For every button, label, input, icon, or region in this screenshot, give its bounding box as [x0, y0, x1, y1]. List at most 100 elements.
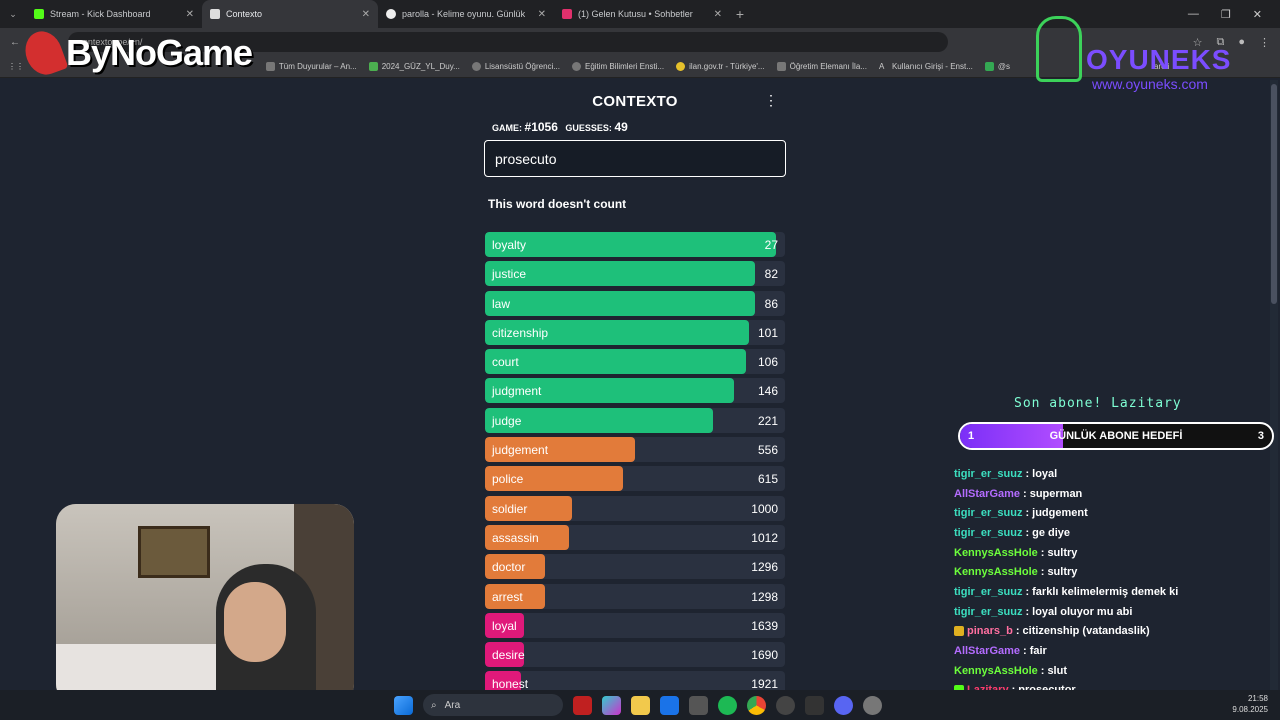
- discord-icon[interactable]: [834, 695, 853, 715]
- guess-similarity-bar: [485, 319, 749, 345]
- clock-date: 9.08.2025: [1232, 705, 1268, 714]
- chat-username[interactable]: KennysAssHole: [954, 664, 1038, 677]
- guess-rank: 1690: [751, 648, 778, 663]
- chat-message: tigir_er_suuz: judgement: [954, 503, 1274, 523]
- tab-title: Stream - Kick Dashboard: [50, 9, 151, 19]
- guesses-count: 49: [614, 120, 628, 134]
- taskbar-search[interactable]: ⌕ Ara: [423, 694, 563, 716]
- chat-separator: :: [1025, 585, 1030, 598]
- chat-username[interactable]: tigir_er_suuz: [954, 467, 1023, 480]
- game-stats: GAME: #1056 GUESSES: 49: [492, 120, 786, 134]
- toolbar-icons: ☆ ⧉ ● ⋮: [1193, 36, 1270, 49]
- chat-text: loyal oluyor mu abi: [1032, 605, 1133, 618]
- chat-username[interactable]: tigir_er_suuz: [954, 507, 1023, 520]
- window-controls: — ❐ ✕: [1188, 8, 1280, 21]
- scrollbar-thumb[interactable]: [1271, 84, 1277, 304]
- bookmarks-bar: ⋮⋮ Gm Tüm Duyurular – An... 2024_GÜZ_YL_…: [0, 56, 1280, 78]
- goal-current: 1: [968, 430, 975, 442]
- restore-icon[interactable]: ❐: [1220, 8, 1231, 21]
- windows-logo-icon[interactable]: [394, 695, 413, 715]
- guess-similarity-bar: [485, 378, 734, 404]
- chat-username[interactable]: AllStarGame: [954, 645, 1021, 658]
- chat-username[interactable]: tigir_er_suuz: [954, 526, 1023, 539]
- profile-icon[interactable]: ●: [1238, 35, 1245, 48]
- bookmark-item[interactable]: Eğitim Bilimleri Ensti...: [571, 62, 664, 71]
- guess-similarity-bar: [485, 232, 776, 257]
- back-icon[interactable]: ←: [10, 36, 20, 48]
- tab-instagram[interactable]: (1) Gelen Kutusu • Sohbetler ✕: [554, 0, 730, 28]
- menu-icon[interactable]: ⋮: [764, 92, 778, 108]
- goal-label: GÜNLÜK ABONE HEDEFİ: [1049, 430, 1183, 442]
- chat-username[interactable]: tigir_er_suuz: [954, 605, 1023, 618]
- extensions-icon[interactable]: ⧉: [1216, 35, 1225, 48]
- close-icon[interactable]: ✕: [713, 8, 722, 20]
- chat-separator: :: [1040, 566, 1045, 579]
- chat-feed: tigir_er_suuz: loyal AllStarGame: superman t…: [954, 464, 1274, 720]
- chat-username[interactable]: AllStarGame: [954, 487, 1021, 500]
- new-tab-button[interactable]: +: [735, 6, 745, 22]
- chat-message: KennysAssHole: sultry: [954, 562, 1274, 582]
- chat-username[interactable]: KennysAssHole: [954, 546, 1038, 559]
- guess-row: loyalty 27: [485, 232, 785, 257]
- guess-rank: 1921: [751, 677, 778, 692]
- tab-contexto[interactable]: Contexto ✕: [202, 0, 378, 28]
- tab-search-icon[interactable]: ⌄: [9, 8, 17, 19]
- chat-separator: :: [1025, 467, 1030, 480]
- tab-title: (1) Gelen Kutusu • Sohbetler: [578, 9, 693, 19]
- chat-text: slut: [1047, 664, 1067, 677]
- close-icon[interactable]: ✕: [361, 8, 370, 20]
- apps-icon[interactable]: ⋮⋮: [8, 62, 24, 71]
- bookmark-item[interactable]: ilan.gov.tr - Türkiye'...: [676, 62, 765, 71]
- app-red-icon[interactable]: [573, 695, 592, 715]
- bookmark-item[interactable]: A Kullanıcı Girişi - Enst...: [879, 62, 973, 71]
- close-window-icon[interactable]: ✕: [1252, 8, 1262, 21]
- tab-parolla[interactable]: parolla - Kelime oyunu. Günlük ✕: [378, 0, 554, 28]
- bookmark-label: @s: [997, 62, 1010, 71]
- bookmark-item[interactable]: Tüm Duyurular – An...: [265, 62, 357, 71]
- logo-text: ByNoGame: [66, 32, 253, 73]
- chat-separator: :: [1025, 605, 1030, 618]
- chat-username[interactable]: KennysAssHole: [954, 566, 1038, 579]
- minimize-icon[interactable]: —: [1187, 7, 1199, 20]
- contexto-icon: [210, 9, 220, 19]
- guess-row: arrest 1298: [485, 583, 785, 609]
- bookmark-item[interactable]: 2024_GÜZ_YL_Duy...: [368, 62, 460, 71]
- bookmark-item[interactable]: @s: [984, 62, 1010, 71]
- app-header: CONTEXTO ⋮: [484, 86, 786, 116]
- star-icon[interactable]: ☆: [1192, 36, 1203, 49]
- bookmark-item[interactable]: areti: [1154, 62, 1170, 71]
- outlook-icon[interactable]: [660, 695, 679, 715]
- oyuneks-mascot-icon: [1036, 16, 1082, 82]
- store-icon[interactable]: [689, 695, 708, 715]
- chat-text: judgement: [1032, 507, 1088, 520]
- epic-games-icon[interactable]: [805, 695, 824, 715]
- url-input[interactable]: contexto.me/en/: [68, 32, 949, 52]
- bookmark-item[interactable]: Öğretim Elemanı İla...: [776, 62, 867, 71]
- bookmark-item[interactable]: Lisansüstü Öğrenci...: [471, 62, 560, 71]
- guess-similarity-bar: [485, 642, 524, 668]
- chat-username[interactable]: pinars_b: [967, 625, 1013, 638]
- chat-separator: :: [1040, 664, 1045, 677]
- more-icon[interactable]: ⋮: [1259, 36, 1270, 49]
- tab-kick-dashboard[interactable]: Stream - Kick Dashboard ✕: [26, 0, 202, 28]
- status-message: This word doesn't count: [488, 197, 627, 211]
- guess-similarity-bar: [485, 349, 746, 375]
- close-icon[interactable]: ✕: [185, 8, 194, 20]
- system-clock[interactable]: 21:58 9.08.2025: [1232, 693, 1268, 715]
- game-number: #1056: [524, 120, 558, 134]
- app-alert-icon[interactable]: [863, 695, 882, 715]
- app-gear-icon[interactable]: [776, 695, 795, 715]
- guess-word: citizenship: [492, 325, 549, 340]
- chrome-icon[interactable]: [747, 695, 766, 715]
- copilot-icon[interactable]: [602, 695, 621, 715]
- spotify-icon[interactable]: [718, 695, 737, 715]
- guess-rank: 146: [757, 384, 778, 399]
- chat-username[interactable]: tigir_er_suuz: [954, 585, 1023, 598]
- bookmark-icon: [676, 62, 686, 71]
- guess-input[interactable]: [484, 140, 786, 177]
- guess-word: doctor: [492, 560, 526, 575]
- close-icon[interactable]: ✕: [537, 8, 546, 20]
- chat-message: KennysAssHole: sultry: [954, 543, 1274, 563]
- file-explorer-icon[interactable]: [631, 695, 650, 715]
- page-scrollbar[interactable]: [1270, 80, 1278, 690]
